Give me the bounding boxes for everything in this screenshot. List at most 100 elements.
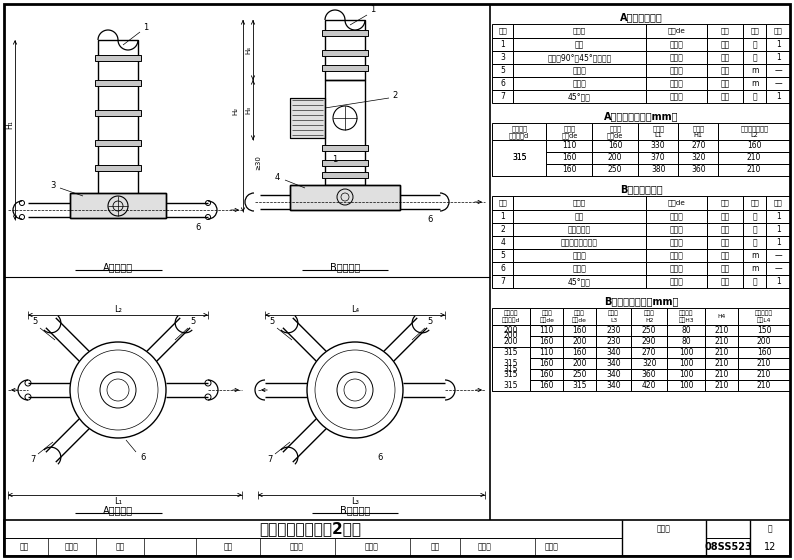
Text: 160: 160 xyxy=(562,166,576,175)
Text: L₁: L₁ xyxy=(114,497,122,506)
Text: 名　称: 名 称 xyxy=(573,27,586,34)
Bar xyxy=(738,325,790,336)
Bar xyxy=(738,380,790,391)
Bar xyxy=(98,40,138,210)
Bar xyxy=(513,196,646,210)
Bar xyxy=(563,325,596,336)
Text: 210: 210 xyxy=(747,153,761,162)
Bar xyxy=(592,140,638,152)
Bar xyxy=(492,90,513,103)
Bar xyxy=(742,210,766,223)
Bar xyxy=(592,123,638,140)
Bar xyxy=(646,38,707,51)
Text: 80: 80 xyxy=(681,337,691,346)
Bar xyxy=(546,140,592,152)
Bar xyxy=(766,249,790,262)
Bar xyxy=(742,223,766,236)
Bar xyxy=(492,336,530,347)
Bar xyxy=(513,210,646,223)
Text: m: m xyxy=(751,66,758,75)
Text: H1: H1 xyxy=(694,132,703,138)
Text: 160: 160 xyxy=(539,381,554,390)
Text: 序号: 序号 xyxy=(499,27,507,34)
Text: 12: 12 xyxy=(764,542,777,552)
Text: 井座高: 井座高 xyxy=(644,311,654,316)
Bar xyxy=(95,110,141,116)
Bar xyxy=(492,51,513,64)
Text: 150: 150 xyxy=(757,326,771,335)
Bar xyxy=(513,64,646,77)
Text: 380: 380 xyxy=(651,166,665,175)
Text: 200: 200 xyxy=(572,359,587,368)
Text: 井筒多头: 井筒多头 xyxy=(679,311,693,316)
Bar xyxy=(667,380,705,391)
Text: 井筒: 井筒 xyxy=(575,212,584,221)
Text: 6: 6 xyxy=(500,79,505,88)
Text: 210: 210 xyxy=(715,337,729,346)
Text: 井筒多头接: 井筒多头接 xyxy=(568,225,591,234)
Bar xyxy=(492,38,513,51)
Bar xyxy=(513,90,646,103)
Bar xyxy=(592,164,638,176)
Text: 按设计: 按设计 xyxy=(669,277,684,286)
Bar xyxy=(719,164,790,176)
Text: 塑料: 塑料 xyxy=(720,225,730,234)
Text: 370: 370 xyxy=(651,153,665,162)
Text: 2: 2 xyxy=(392,91,398,100)
Text: 200: 200 xyxy=(608,153,622,162)
Bar xyxy=(492,325,530,336)
Text: 1: 1 xyxy=(776,53,781,62)
Text: 万　水: 万 水 xyxy=(545,543,559,552)
Text: 排户管: 排户管 xyxy=(574,311,585,316)
Bar xyxy=(631,358,667,369)
Text: 6: 6 xyxy=(500,264,505,273)
Bar xyxy=(742,275,766,288)
Text: 校对: 校对 xyxy=(223,543,233,552)
Bar xyxy=(707,38,742,51)
Bar xyxy=(530,369,563,380)
Text: 270: 270 xyxy=(691,142,706,151)
Text: 250: 250 xyxy=(608,166,622,175)
Text: 序号: 序号 xyxy=(499,200,507,206)
Text: 井筒外径d: 井筒外径d xyxy=(502,318,520,323)
Text: 1: 1 xyxy=(776,277,781,286)
Bar xyxy=(766,38,790,51)
Text: 排出管: 排出管 xyxy=(564,125,576,132)
Bar xyxy=(546,164,592,176)
Text: 材料: 材料 xyxy=(721,27,730,34)
Text: 塑料: 塑料 xyxy=(720,212,730,221)
Bar xyxy=(95,55,141,61)
Text: L1: L1 xyxy=(654,132,662,138)
Bar xyxy=(325,80,365,185)
Text: m: m xyxy=(751,251,758,260)
Bar xyxy=(513,249,646,262)
Text: 排出管最小间距: 排出管最小间距 xyxy=(740,125,768,132)
Bar xyxy=(596,308,631,325)
Bar xyxy=(530,380,563,391)
Bar xyxy=(646,77,707,90)
Text: 315: 315 xyxy=(504,348,518,357)
Text: 塑料: 塑料 xyxy=(720,264,730,273)
Text: L₃: L₃ xyxy=(351,497,359,506)
Bar xyxy=(738,336,790,347)
Bar xyxy=(631,369,667,380)
Text: 4: 4 xyxy=(275,172,279,181)
Text: 7: 7 xyxy=(500,277,505,286)
Text: 6: 6 xyxy=(377,454,383,463)
Text: 320: 320 xyxy=(691,153,706,162)
Text: 100: 100 xyxy=(679,359,693,368)
Text: 420: 420 xyxy=(642,381,657,390)
Bar xyxy=(492,236,513,249)
Bar xyxy=(705,369,738,380)
Text: 页: 页 xyxy=(768,525,773,534)
Bar xyxy=(638,164,678,176)
Text: A型立面图: A型立面图 xyxy=(103,262,133,272)
Text: 1: 1 xyxy=(144,24,148,32)
Text: H2: H2 xyxy=(645,318,653,323)
Text: 160: 160 xyxy=(539,359,554,368)
Text: 万　水: 万 水 xyxy=(478,543,492,552)
Bar xyxy=(95,80,141,86)
Text: 塑料: 塑料 xyxy=(720,238,730,247)
Text: m: m xyxy=(751,79,758,88)
Text: 井座连接: 井座连接 xyxy=(504,311,518,316)
